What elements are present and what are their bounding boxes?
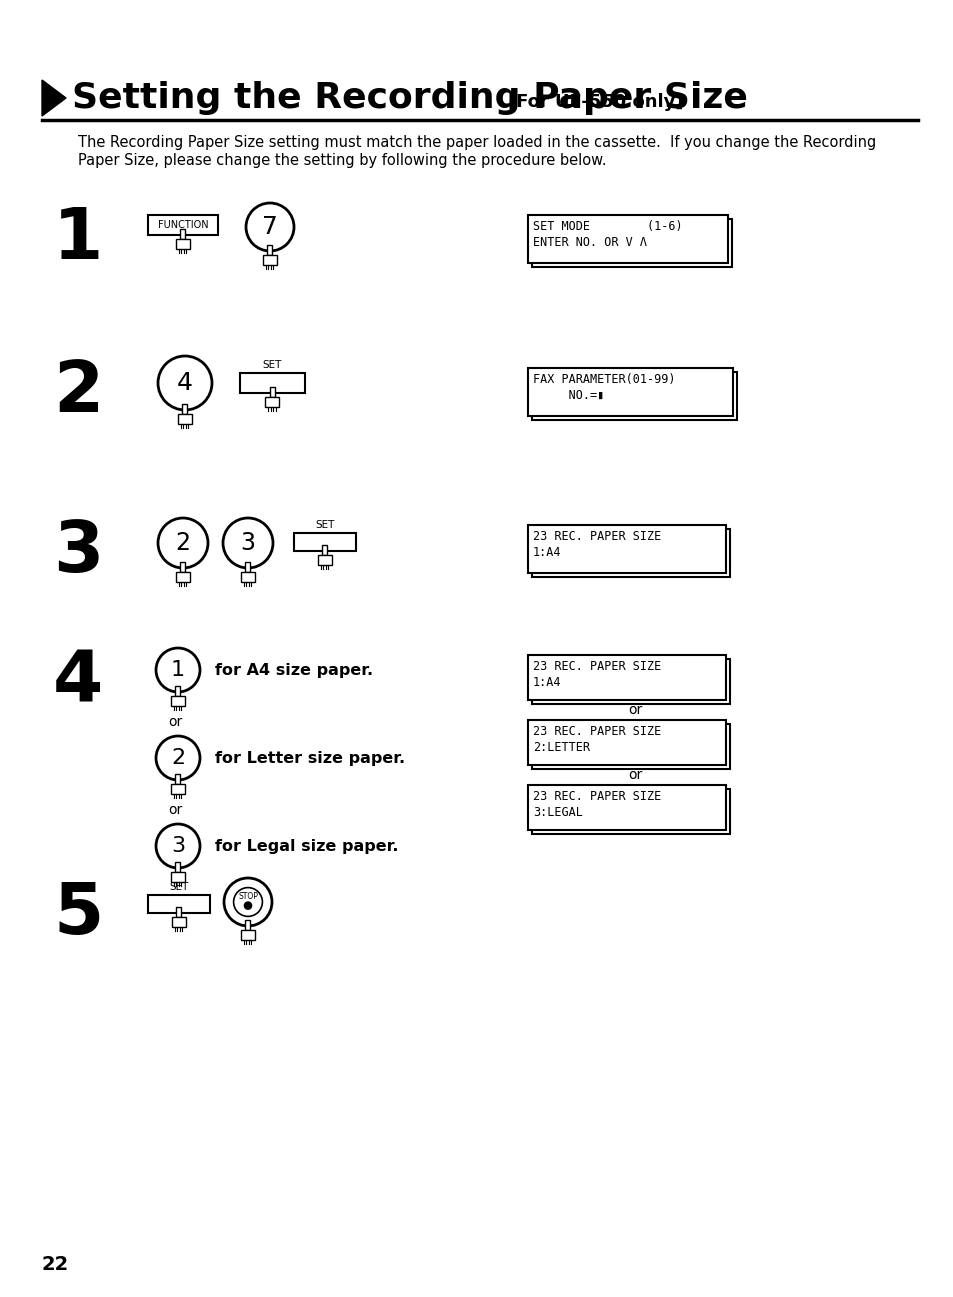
Text: 22: 22 xyxy=(42,1255,70,1275)
Text: SET: SET xyxy=(169,882,189,892)
Text: Setting the Recording Paper Size: Setting the Recording Paper Size xyxy=(71,80,747,115)
Bar xyxy=(527,368,732,416)
Bar xyxy=(172,917,186,927)
Text: SET: SET xyxy=(315,520,335,530)
Text: 3: 3 xyxy=(240,530,255,555)
Text: 3:LEGAL: 3:LEGAL xyxy=(533,805,582,818)
Text: 23 REC. PAPER SIZE: 23 REC. PAPER SIZE xyxy=(533,530,660,543)
Bar xyxy=(171,783,185,794)
Bar xyxy=(527,655,725,700)
Bar xyxy=(171,872,185,882)
Text: 1:A4: 1:A4 xyxy=(533,676,561,689)
Text: or: or xyxy=(627,768,641,782)
Text: SET MODE        (1-6): SET MODE (1-6) xyxy=(533,220,682,233)
Bar xyxy=(245,562,251,572)
Bar xyxy=(148,895,210,913)
Bar xyxy=(175,572,190,582)
Bar xyxy=(322,545,327,555)
Text: FUNCTION: FUNCTION xyxy=(157,220,208,230)
Text: STOP: STOP xyxy=(238,892,257,901)
Text: for Legal size paper.: for Legal size paper. xyxy=(214,838,398,853)
Bar xyxy=(527,720,725,765)
Text: 4: 4 xyxy=(53,648,103,717)
Bar xyxy=(176,907,181,917)
Bar xyxy=(532,219,731,267)
Bar xyxy=(263,256,276,265)
Bar xyxy=(175,686,180,696)
Text: 23 REC. PAPER SIZE: 23 REC. PAPER SIZE xyxy=(533,660,660,673)
Text: NO.=▮: NO.=▮ xyxy=(533,389,603,402)
Bar xyxy=(245,920,251,930)
Text: ENTER NO. OR V Λ: ENTER NO. OR V Λ xyxy=(533,236,646,249)
Bar xyxy=(175,774,180,783)
Bar xyxy=(532,789,729,834)
Text: 23 REC. PAPER SIZE: 23 REC. PAPER SIZE xyxy=(533,725,660,738)
Text: or: or xyxy=(627,703,641,717)
Circle shape xyxy=(244,901,252,909)
Bar xyxy=(265,397,279,407)
Polygon shape xyxy=(42,80,66,115)
Text: for A4 size paper.: for A4 size paper. xyxy=(214,663,373,677)
Text: 1:A4: 1:A4 xyxy=(533,546,561,559)
Bar xyxy=(532,724,729,769)
Bar xyxy=(527,785,725,830)
Bar xyxy=(532,529,729,577)
Bar xyxy=(180,230,185,239)
Text: The Recording Paper Size setting must match the paper loaded in the cassette.  I: The Recording Paper Size setting must ma… xyxy=(78,135,876,150)
Text: 4: 4 xyxy=(177,371,193,396)
Text: 23 REC. PAPER SIZE: 23 REC. PAPER SIZE xyxy=(533,790,660,803)
Text: or: or xyxy=(168,715,182,729)
Bar xyxy=(317,555,332,565)
Text: 2: 2 xyxy=(175,530,191,555)
Text: 7: 7 xyxy=(262,215,277,239)
Bar xyxy=(532,372,737,420)
Bar xyxy=(527,215,727,263)
Text: 1: 1 xyxy=(53,205,103,274)
Text: 5: 5 xyxy=(53,879,103,949)
Text: 3: 3 xyxy=(53,518,103,588)
Bar xyxy=(175,863,180,872)
Text: 2: 2 xyxy=(53,358,103,427)
Bar xyxy=(148,215,218,235)
Bar xyxy=(178,414,192,424)
Bar xyxy=(270,387,274,397)
Bar xyxy=(240,374,305,393)
Text: [For UF-550 only]: [For UF-550 only] xyxy=(507,93,682,112)
Bar xyxy=(527,525,725,573)
Bar xyxy=(267,245,273,256)
Bar xyxy=(175,239,190,249)
Bar xyxy=(241,930,254,940)
Text: SET: SET xyxy=(262,361,282,370)
Text: 3: 3 xyxy=(171,837,185,856)
Text: FAX PARAMETER(01-99): FAX PARAMETER(01-99) xyxy=(533,374,675,387)
Bar xyxy=(171,696,185,706)
Text: or: or xyxy=(168,803,182,817)
Bar xyxy=(294,533,355,551)
Text: 2:LETTER: 2:LETTER xyxy=(533,741,589,754)
Text: Paper Size, please change the setting by following the procedure below.: Paper Size, please change the setting by… xyxy=(78,153,606,169)
Text: for Letter size paper.: for Letter size paper. xyxy=(214,751,405,765)
Bar xyxy=(241,572,254,582)
Bar xyxy=(532,659,729,704)
Bar xyxy=(180,562,185,572)
Bar xyxy=(182,403,188,414)
Text: 1: 1 xyxy=(171,660,185,680)
Text: 2: 2 xyxy=(171,748,185,768)
